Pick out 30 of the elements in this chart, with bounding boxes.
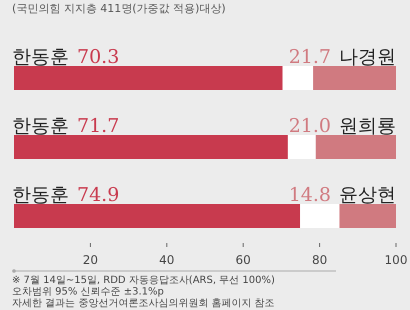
x-tick-label: 20: [82, 253, 98, 267]
bar: [282, 66, 314, 90]
x-tick-label: 40: [159, 253, 174, 267]
text: ※ 7월 14일~15일, RDD 자동응답조사(ARS, 무선 100%): [12, 275, 275, 286]
bar: [316, 135, 396, 159]
x-tick-label: 80: [312, 253, 328, 267]
y-tick-label: 원희룡: [339, 115, 396, 137]
data-label: 74.9: [77, 184, 120, 206]
y-tick-label: 윤상현: [339, 184, 396, 206]
x-tick-label: 100: [384, 253, 408, 267]
data-label: 21.7: [288, 46, 331, 68]
x-tick-label: 60: [236, 253, 251, 267]
text: 오차범위 95% 신뢰수준 ±3.1%p: [12, 286, 164, 298]
y-tick-label: 나경원: [339, 46, 396, 68]
bar: [300, 204, 340, 228]
bar: [14, 204, 300, 228]
bar: [14, 66, 283, 90]
series-label: 한동훈: [12, 46, 69, 68]
bar: [339, 204, 396, 228]
chart-subtitle: (국민의힘 지지층 411명(가중값 적용)대상): [12, 2, 226, 15]
data-label: 21.0: [288, 115, 331, 137]
bar: [313, 66, 396, 90]
bar: [14, 135, 288, 159]
data-label: 71.7: [77, 115, 120, 137]
data-label: 14.8: [288, 184, 331, 206]
text: 한동훈: [12, 115, 69, 137]
data-label: 70.3: [77, 46, 120, 68]
text: 한동훈: [12, 184, 69, 206]
bar: [288, 135, 316, 159]
text: 자세한 결과는 중앙선거여론조사심의위원회 홈페이지 참조: [12, 298, 275, 309]
